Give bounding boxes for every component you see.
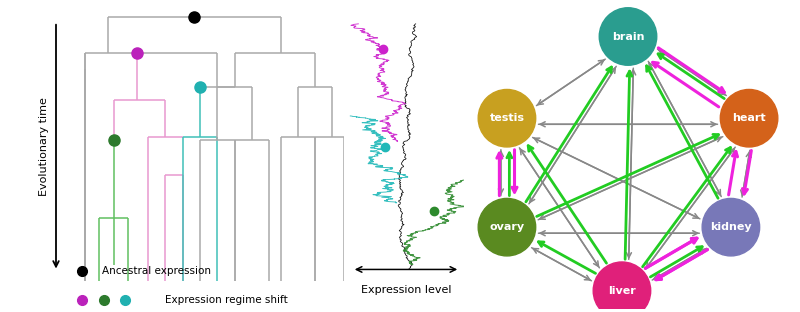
Text: testis: testis	[490, 113, 525, 123]
Text: Expression regime shift: Expression regime shift	[166, 295, 288, 305]
Circle shape	[720, 90, 778, 147]
Text: heart: heart	[732, 113, 766, 123]
Circle shape	[478, 90, 536, 147]
Text: Ancestral expression: Ancestral expression	[102, 266, 211, 276]
Circle shape	[702, 198, 760, 256]
Text: ovary: ovary	[490, 222, 525, 232]
Text: kidney: kidney	[710, 222, 752, 232]
Circle shape	[599, 8, 657, 65]
Text: liver: liver	[608, 286, 636, 296]
Text: brain: brain	[612, 32, 644, 41]
Circle shape	[593, 262, 650, 312]
Text: Evolutionary time: Evolutionary time	[39, 97, 50, 196]
Text: Expression level: Expression level	[361, 285, 451, 295]
Circle shape	[478, 198, 536, 256]
